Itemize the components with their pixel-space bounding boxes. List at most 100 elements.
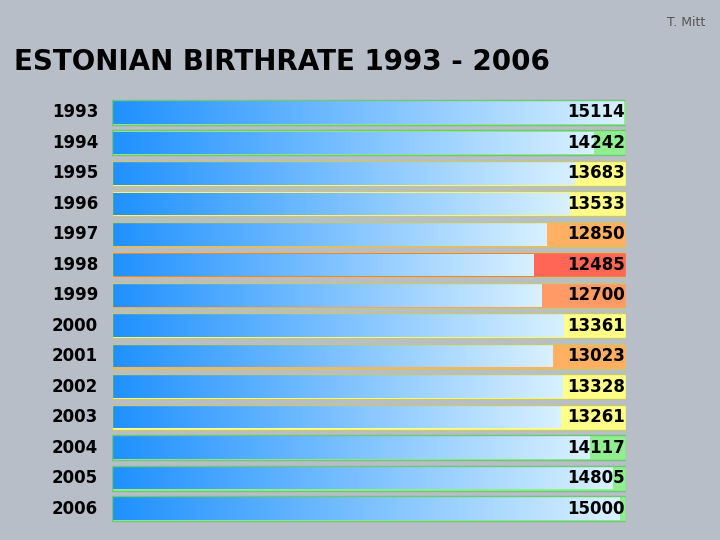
Bar: [332, 345, 333, 368]
Bar: [119, 345, 120, 368]
Bar: [151, 345, 153, 368]
Bar: [173, 406, 174, 428]
Bar: [261, 467, 262, 489]
Bar: [202, 467, 204, 489]
Bar: [188, 406, 189, 428]
Bar: [220, 497, 222, 520]
Bar: [462, 193, 463, 215]
Bar: [196, 253, 197, 276]
Bar: [544, 467, 546, 489]
Bar: [435, 497, 437, 520]
Bar: [112, 465, 626, 490]
Bar: [459, 193, 460, 215]
Bar: [446, 467, 448, 489]
Bar: [382, 162, 384, 185]
Bar: [409, 467, 411, 489]
Bar: [490, 406, 492, 428]
Bar: [400, 497, 401, 520]
Bar: [251, 101, 253, 124]
Bar: [326, 223, 328, 246]
Bar: [458, 101, 459, 124]
Bar: [259, 314, 261, 337]
Bar: [588, 467, 590, 489]
Bar: [347, 284, 348, 307]
Bar: [199, 436, 201, 459]
Bar: [325, 101, 327, 124]
Bar: [618, 497, 620, 520]
Bar: [206, 223, 207, 246]
Bar: [197, 284, 199, 307]
Bar: [544, 345, 545, 368]
Bar: [395, 345, 397, 368]
Bar: [173, 132, 174, 154]
Bar: [404, 467, 406, 489]
Bar: [376, 193, 377, 215]
Bar: [427, 132, 428, 154]
Bar: [378, 375, 379, 398]
Bar: [384, 375, 385, 398]
Bar: [526, 345, 528, 368]
Bar: [431, 314, 433, 337]
Bar: [372, 436, 373, 459]
Bar: [264, 406, 266, 428]
Bar: [132, 223, 133, 246]
Bar: [213, 284, 215, 307]
Bar: [252, 314, 253, 337]
Bar: [240, 314, 241, 337]
Bar: [353, 132, 354, 154]
Bar: [150, 193, 151, 215]
Bar: [291, 375, 292, 398]
Bar: [311, 132, 312, 154]
Bar: [296, 223, 297, 246]
Bar: [501, 406, 503, 428]
Bar: [334, 467, 336, 489]
Bar: [499, 253, 500, 276]
Bar: [362, 467, 364, 489]
Bar: [234, 132, 235, 154]
Bar: [240, 345, 241, 368]
Bar: [279, 497, 281, 520]
Bar: [353, 345, 354, 368]
Bar: [182, 406, 184, 428]
Bar: [365, 253, 366, 276]
Bar: [344, 345, 346, 368]
Bar: [536, 284, 537, 307]
Bar: [254, 345, 256, 368]
Bar: [265, 253, 266, 276]
Bar: [126, 345, 127, 368]
Bar: [114, 406, 116, 428]
Bar: [150, 345, 151, 368]
Bar: [294, 467, 295, 489]
Bar: [593, 132, 594, 154]
Bar: [449, 375, 450, 398]
Bar: [512, 284, 513, 307]
Bar: [181, 406, 182, 428]
Bar: [435, 132, 436, 154]
Bar: [539, 284, 540, 307]
Bar: [485, 284, 486, 307]
Bar: [274, 467, 276, 489]
Bar: [567, 193, 568, 215]
Bar: [552, 132, 554, 154]
Bar: [537, 436, 539, 459]
Bar: [224, 467, 225, 489]
Bar: [379, 284, 381, 307]
Bar: [486, 467, 487, 489]
Bar: [266, 284, 268, 307]
Bar: [356, 193, 358, 215]
Bar: [496, 162, 498, 185]
Bar: [348, 314, 350, 337]
Bar: [248, 101, 250, 124]
Bar: [335, 193, 336, 215]
Bar: [531, 375, 533, 398]
Bar: [138, 162, 140, 185]
Bar: [495, 467, 496, 489]
Bar: [508, 467, 510, 489]
Bar: [155, 223, 156, 246]
Bar: [526, 436, 528, 459]
Bar: [180, 101, 181, 124]
Bar: [499, 101, 500, 124]
Bar: [366, 375, 367, 398]
Bar: [547, 193, 549, 215]
Bar: [474, 406, 475, 428]
